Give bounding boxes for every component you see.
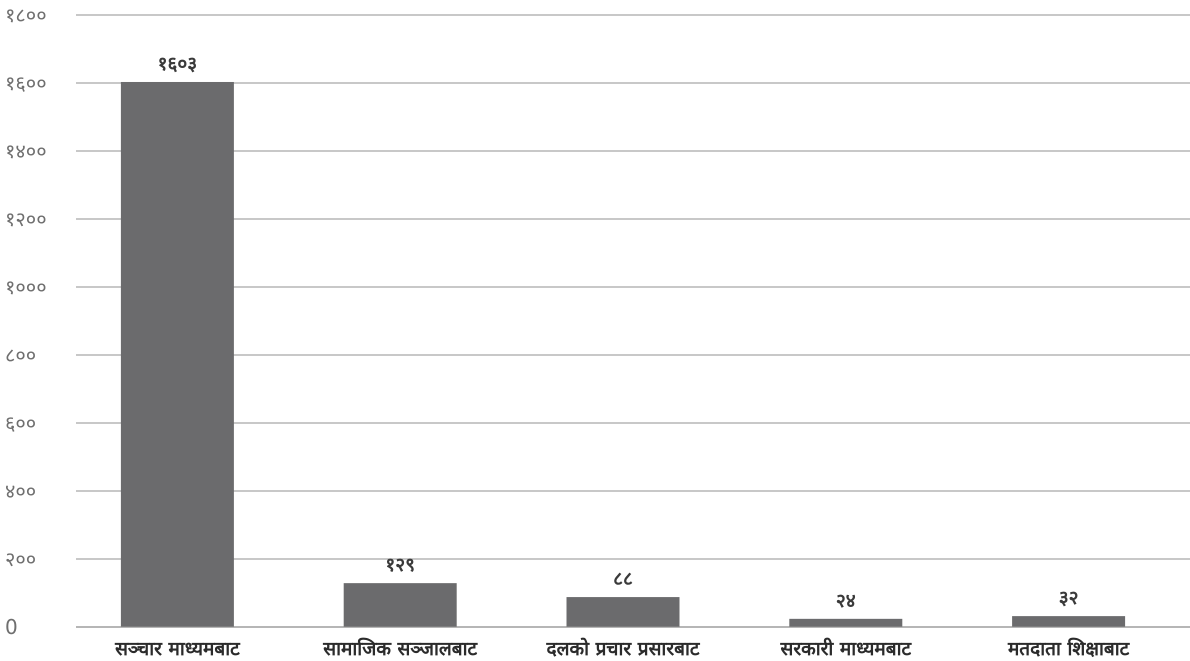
y-tick-label: १००० [5, 275, 47, 299]
category-label: सामाजिक सञ्जालबाट [322, 637, 478, 660]
category-label: मतदाता शिक्षाबाट [1007, 637, 1131, 660]
y-tick-label: ६०० [5, 411, 36, 435]
y-tick-label: ८०० [5, 343, 36, 367]
y-tick-label: २०० [5, 547, 36, 571]
y-tick-label: १४०० [5, 139, 47, 163]
category-label: दलको प्रचार प्रसारबाट [546, 637, 701, 660]
bars [120, 81, 1126, 628]
y-tick-label: १८०० [5, 3, 47, 27]
bar [343, 583, 457, 627]
bar [789, 618, 903, 627]
y-tick-label: १२०० [5, 207, 47, 231]
grid-lines [76, 14, 1190, 560]
category-label: सरकारी माध्यमबाट [780, 637, 913, 660]
y-tick-label: 0 [5, 615, 18, 639]
category-label: सञ्चार माध्यमबाट [114, 638, 241, 660]
bar [1012, 616, 1126, 627]
data-labels: १६०३ १२९ ८८ २४ ३२ [158, 53, 1079, 612]
y-axis-tick-labels: 0 २०० ४०० ६०० ८०० १००० १२०० १४०० १६०० १८०० [5, 3, 47, 639]
data-label: २४ [836, 590, 856, 612]
y-tick-label: १६०० [5, 71, 47, 95]
data-label: ८८ [613, 568, 633, 590]
y-tick-label: ४०० [5, 479, 36, 503]
data-label: १६०३ [158, 53, 198, 75]
bar [120, 81, 234, 628]
bar [566, 597, 680, 627]
data-label: ३२ [1059, 587, 1079, 609]
category-labels: सञ्चार माध्यमबाट सामाजिक सञ्जालबाट दलको प्… [114, 637, 1131, 660]
data-label: १२९ [385, 554, 415, 576]
